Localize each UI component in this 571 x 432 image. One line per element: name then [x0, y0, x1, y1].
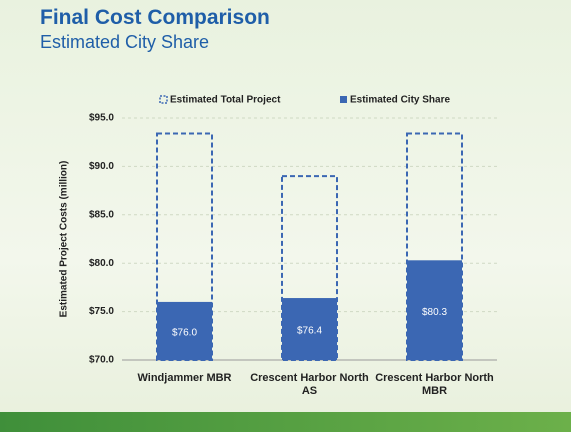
bar [406, 132, 463, 361]
legend-label: Estimated City Share [350, 95, 450, 106]
legend-label: Estimated Total Project [170, 95, 281, 106]
x-tick-label: Crescent Harbor North AS [250, 372, 369, 397]
data-label: $76.4 [297, 326, 322, 337]
x-tick-label: Windjammer MBR [137, 372, 232, 384]
footer-bar [0, 412, 571, 432]
bar [156, 132, 213, 361]
bar [157, 301, 212, 360]
y-tick-label: $85.0 [89, 209, 114, 220]
legend-swatch [159, 95, 168, 104]
legend-swatch [340, 96, 347, 103]
chart-title: Final Cost Comparison [40, 6, 270, 29]
y-tick-label: $95.0 [89, 113, 114, 124]
x-tick-label: Crescent Harbor North MBR [375, 372, 494, 397]
y-tick-label: $80.0 [89, 258, 114, 269]
y-tick-label: $70.0 [89, 355, 114, 366]
data-label: $76.0 [172, 328, 197, 339]
bar [282, 298, 337, 360]
y-tick-label: $75.0 [89, 306, 114, 317]
y-tick-label: $90.0 [89, 161, 114, 172]
bar [407, 260, 462, 360]
chart-subtitle: Estimated City Share [40, 32, 210, 52]
y-axis-label: Estimated Project Costs (million) [59, 161, 70, 318]
data-label: $80.3 [422, 307, 447, 318]
